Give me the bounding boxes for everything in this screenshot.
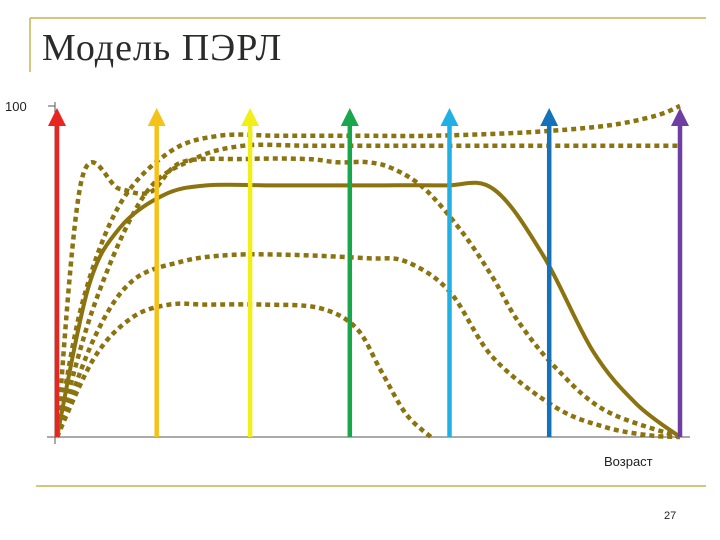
dotted-curve-1 [54,103,681,438]
dotted-curve-3 [54,252,681,440]
arrows-layer [48,108,689,437]
slide-number: 27 [664,510,677,522]
solid-curve-0 [55,180,682,439]
curves-layer [54,103,682,440]
dotted-curve-4 [54,156,681,440]
y-tick-label: 100 [5,99,27,114]
dotted-curve-2 [54,142,680,438]
slide-title: Модель ПЭРЛ [42,27,283,69]
x-axis-label: Возраст [604,454,653,469]
dotted-curve-5 [54,301,433,439]
